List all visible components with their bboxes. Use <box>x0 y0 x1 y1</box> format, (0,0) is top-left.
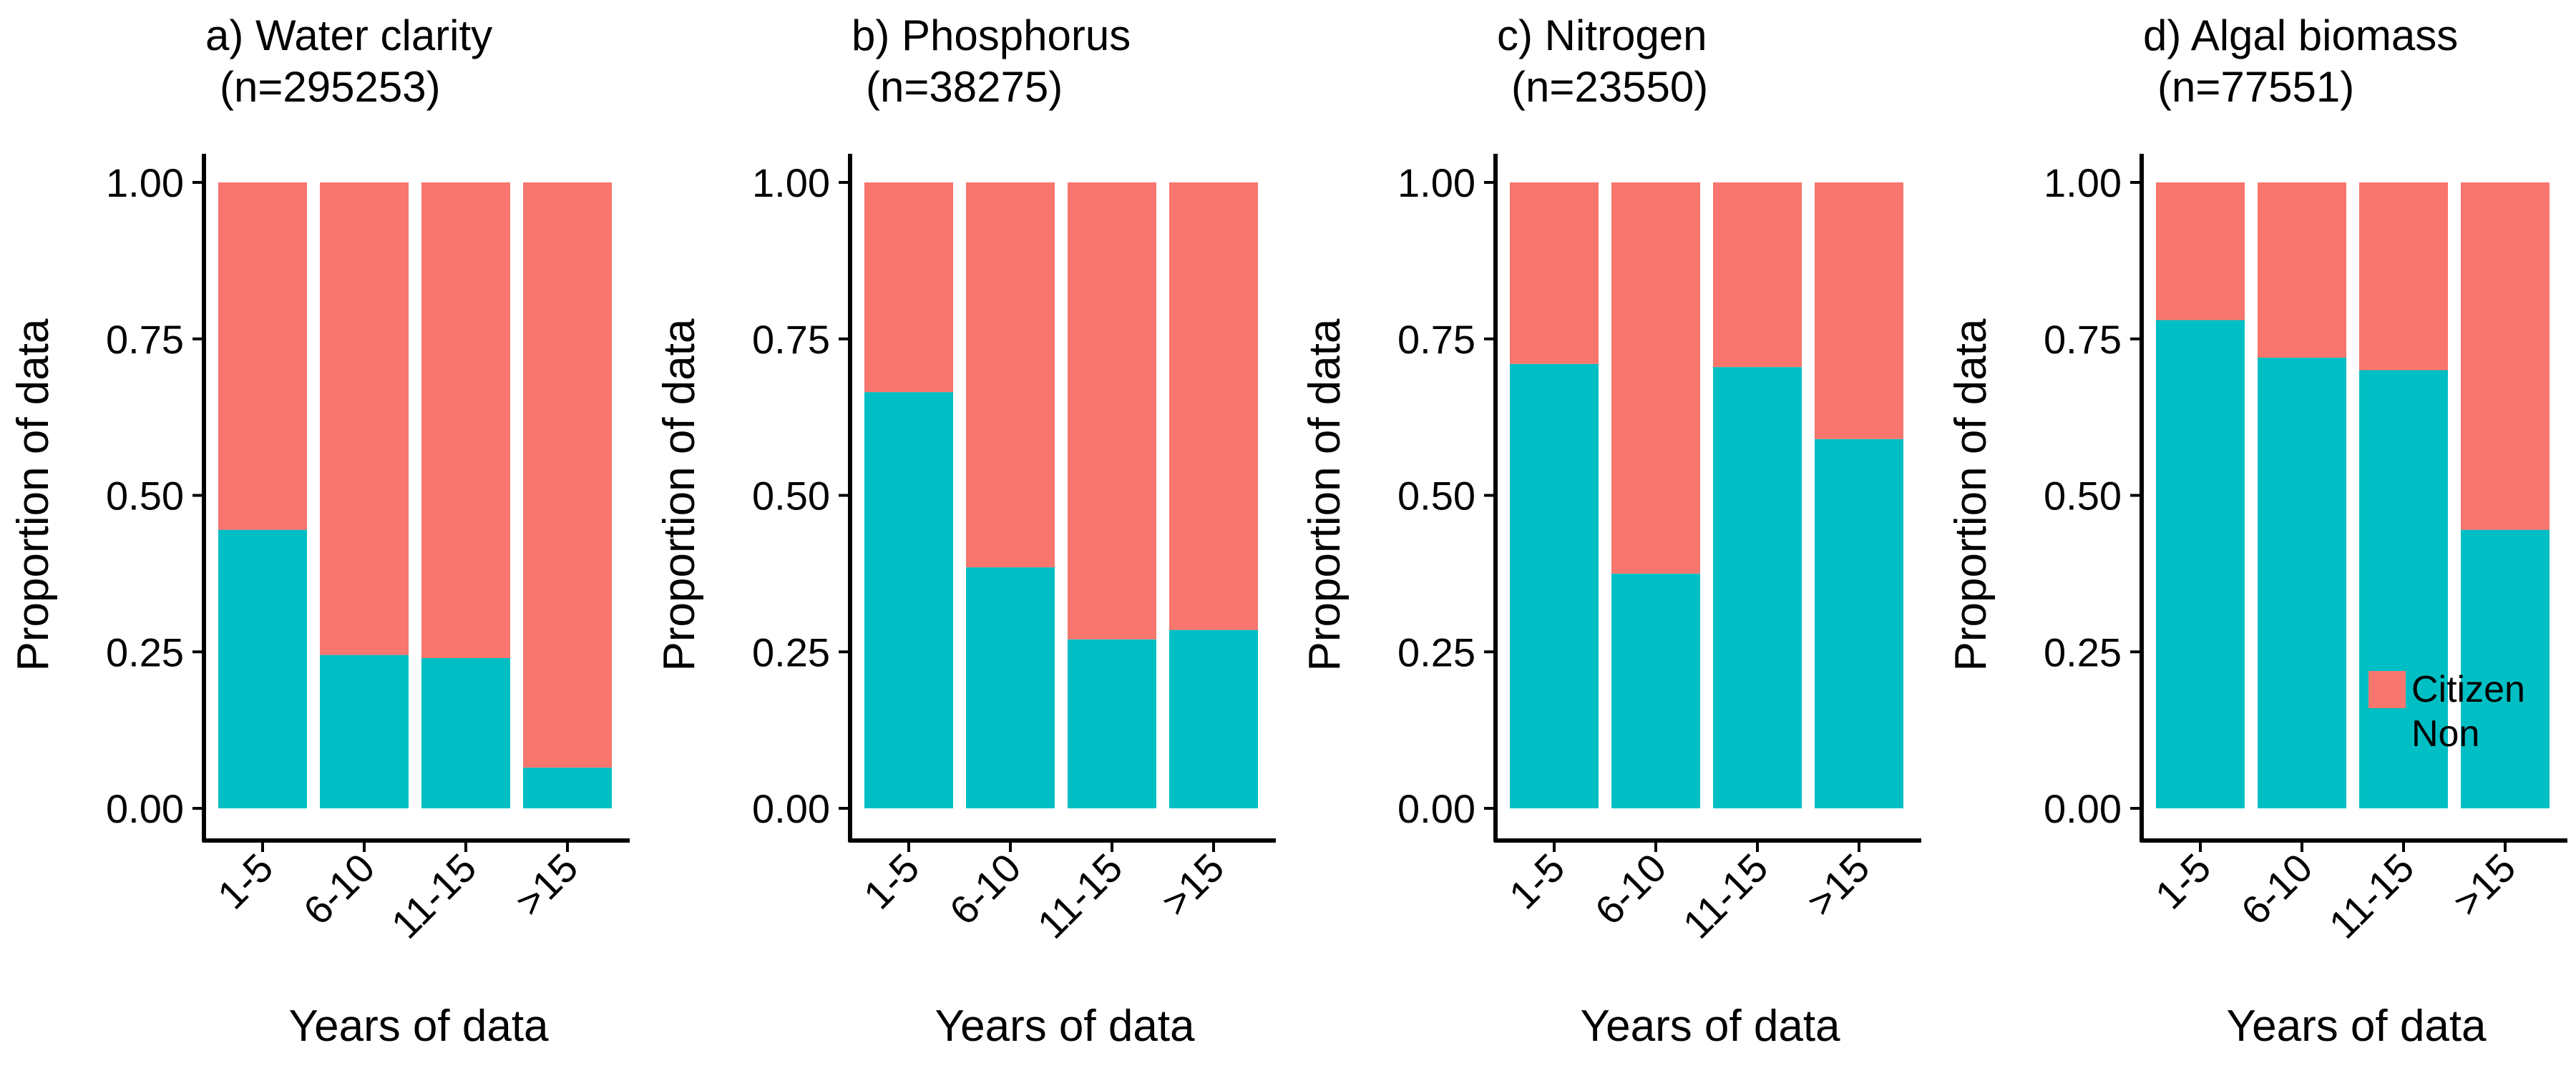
bar-non-4 <box>2461 529 2550 808</box>
x-tick-label: 1-5 <box>1501 845 1574 918</box>
chart-panel-4: d) Algal biomass(n=77551) 0.00 0.25 0.50 0.7… <box>1946 11 2567 1051</box>
bar-citizen-3 <box>2359 182 2448 371</box>
panel-subtitle: (n=295253) <box>220 63 441 111</box>
y-tick-label: 0.75 <box>2044 317 2122 362</box>
x-tick-label: >15 <box>1153 845 1233 925</box>
panel-title: b) Phosphorus <box>852 11 1131 59</box>
bar-citizen-4 <box>1169 182 1258 630</box>
bar-citizen-4 <box>523 182 612 768</box>
bar-citizen-4 <box>1815 182 1903 439</box>
bar-citizen-1 <box>1510 182 1599 364</box>
x-tick-label: 1-5 <box>209 845 282 918</box>
panel-subtitle: (n=38275) <box>866 63 1063 111</box>
y-tick-label: 0.00 <box>1397 786 1475 831</box>
y-tick-label: 0.75 <box>106 317 184 362</box>
bar-non-3 <box>421 658 510 808</box>
panel-title: d) Algal biomass <box>2143 11 2458 59</box>
bar-non-1 <box>218 529 307 808</box>
y-tick-label: 0.50 <box>2044 474 2122 519</box>
y-axis-title: Proportion of data <box>655 318 704 671</box>
legend-label-non: Non <box>2411 713 2479 755</box>
bar-non-2 <box>320 655 409 808</box>
x-tick-label: 6-10 <box>941 845 1030 934</box>
y-axis-title: Proportion of data <box>1300 318 1350 671</box>
bar-citizen-4 <box>2461 182 2550 530</box>
bar-citizen-2 <box>2258 182 2346 358</box>
y-tick-label: 1.00 <box>752 160 830 205</box>
y-axis-title: Proportion of data <box>9 318 58 671</box>
x-axis-title: Years of data <box>935 1001 1195 1051</box>
bar-non-2 <box>966 567 1055 808</box>
bar-citizen-1 <box>2156 182 2245 320</box>
legend-label-citizen: Citizen <box>2411 669 2525 710</box>
y-tick-label: 0.25 <box>106 629 184 675</box>
x-tick-label: >15 <box>1798 845 1878 925</box>
y-tick-label: 0.50 <box>106 474 184 519</box>
y-tick-label: 0.25 <box>752 629 830 675</box>
y-tick-label: 0.50 <box>752 474 830 519</box>
bar-non-2 <box>2258 358 2346 808</box>
x-tick-label: 11-15 <box>2321 845 2423 947</box>
x-tick-label: 1-5 <box>855 845 928 918</box>
chart-panel-3: c) Nitrogen(n=23550) 0.00 0.25 0.50 0.75 1.00… <box>1300 11 1921 1051</box>
bar-citizen-2 <box>1611 182 1700 574</box>
bar-non-4 <box>523 768 612 808</box>
y-tick-label: 1.00 <box>106 160 184 205</box>
y-tick-label: 0.75 <box>1397 317 1475 362</box>
bar-non-3 <box>1068 639 1156 808</box>
bar-citizen-1 <box>218 182 307 530</box>
y-tick-label: 0.00 <box>752 786 830 831</box>
y-tick-label: 0.50 <box>1397 474 1475 519</box>
bar-non-1 <box>2156 320 2245 808</box>
bar-non-1 <box>1510 363 1599 808</box>
panel-title: a) Water clarity <box>205 11 492 59</box>
x-axis-title: Years of data <box>288 1001 549 1051</box>
x-tick-label: 6-10 <box>295 845 384 934</box>
legend-swatch-non <box>2368 715 2406 753</box>
y-axis-title: Proportion of data <box>1946 318 1996 671</box>
bar-citizen-2 <box>320 182 409 655</box>
x-tick-label: 6-10 <box>2233 845 2321 934</box>
x-tick-label: >15 <box>507 845 587 925</box>
chart-panel-2: b) Phosphorus(n=38275) 0.00 0.25 0.50 0.75 1.… <box>655 11 1276 1051</box>
x-tick-label: 11-15 <box>1674 845 1777 947</box>
x-tick-label: 11-15 <box>383 845 485 947</box>
bar-citizen-3 <box>1713 182 1802 368</box>
y-tick-label: 1.00 <box>2044 160 2122 205</box>
y-tick-label: 0.25 <box>2044 629 2122 675</box>
bar-citizen-3 <box>1068 182 1156 640</box>
bar-non-4 <box>1169 629 1258 808</box>
x-tick-label: 11-15 <box>1029 845 1131 947</box>
x-axis-title: Years of data <box>1580 1001 1840 1051</box>
y-tick-label: 0.25 <box>1397 629 1475 675</box>
y-tick-label: 0.00 <box>2044 786 2122 831</box>
chart-panel-1: a) Water clarity(n=295253) 0.00 0.25 0.50 0.… <box>9 11 630 1051</box>
y-tick-label: 1.00 <box>1397 160 1475 205</box>
legend-swatch-citizen <box>2368 671 2406 708</box>
x-axis-title: Years of data <box>2226 1001 2487 1051</box>
bar-non-2 <box>1611 573 1700 808</box>
bar-non-4 <box>1815 438 1903 808</box>
panel-subtitle: (n=77551) <box>2157 63 2354 111</box>
bar-citizen-2 <box>966 182 1055 568</box>
bar-non-3 <box>1713 367 1802 808</box>
y-tick-label: 0.00 <box>106 786 184 831</box>
x-tick-label: 1-5 <box>2147 845 2220 918</box>
x-tick-label: >15 <box>2444 845 2524 925</box>
x-tick-label: 6-10 <box>1586 845 1675 934</box>
y-tick-label: 0.75 <box>752 317 830 362</box>
bar-citizen-1 <box>864 182 953 393</box>
panel-subtitle: (n=23550) <box>1511 63 1708 111</box>
panel-title: c) Nitrogen <box>1497 11 1707 59</box>
bar-non-1 <box>864 392 953 808</box>
bar-citizen-3 <box>421 182 510 658</box>
